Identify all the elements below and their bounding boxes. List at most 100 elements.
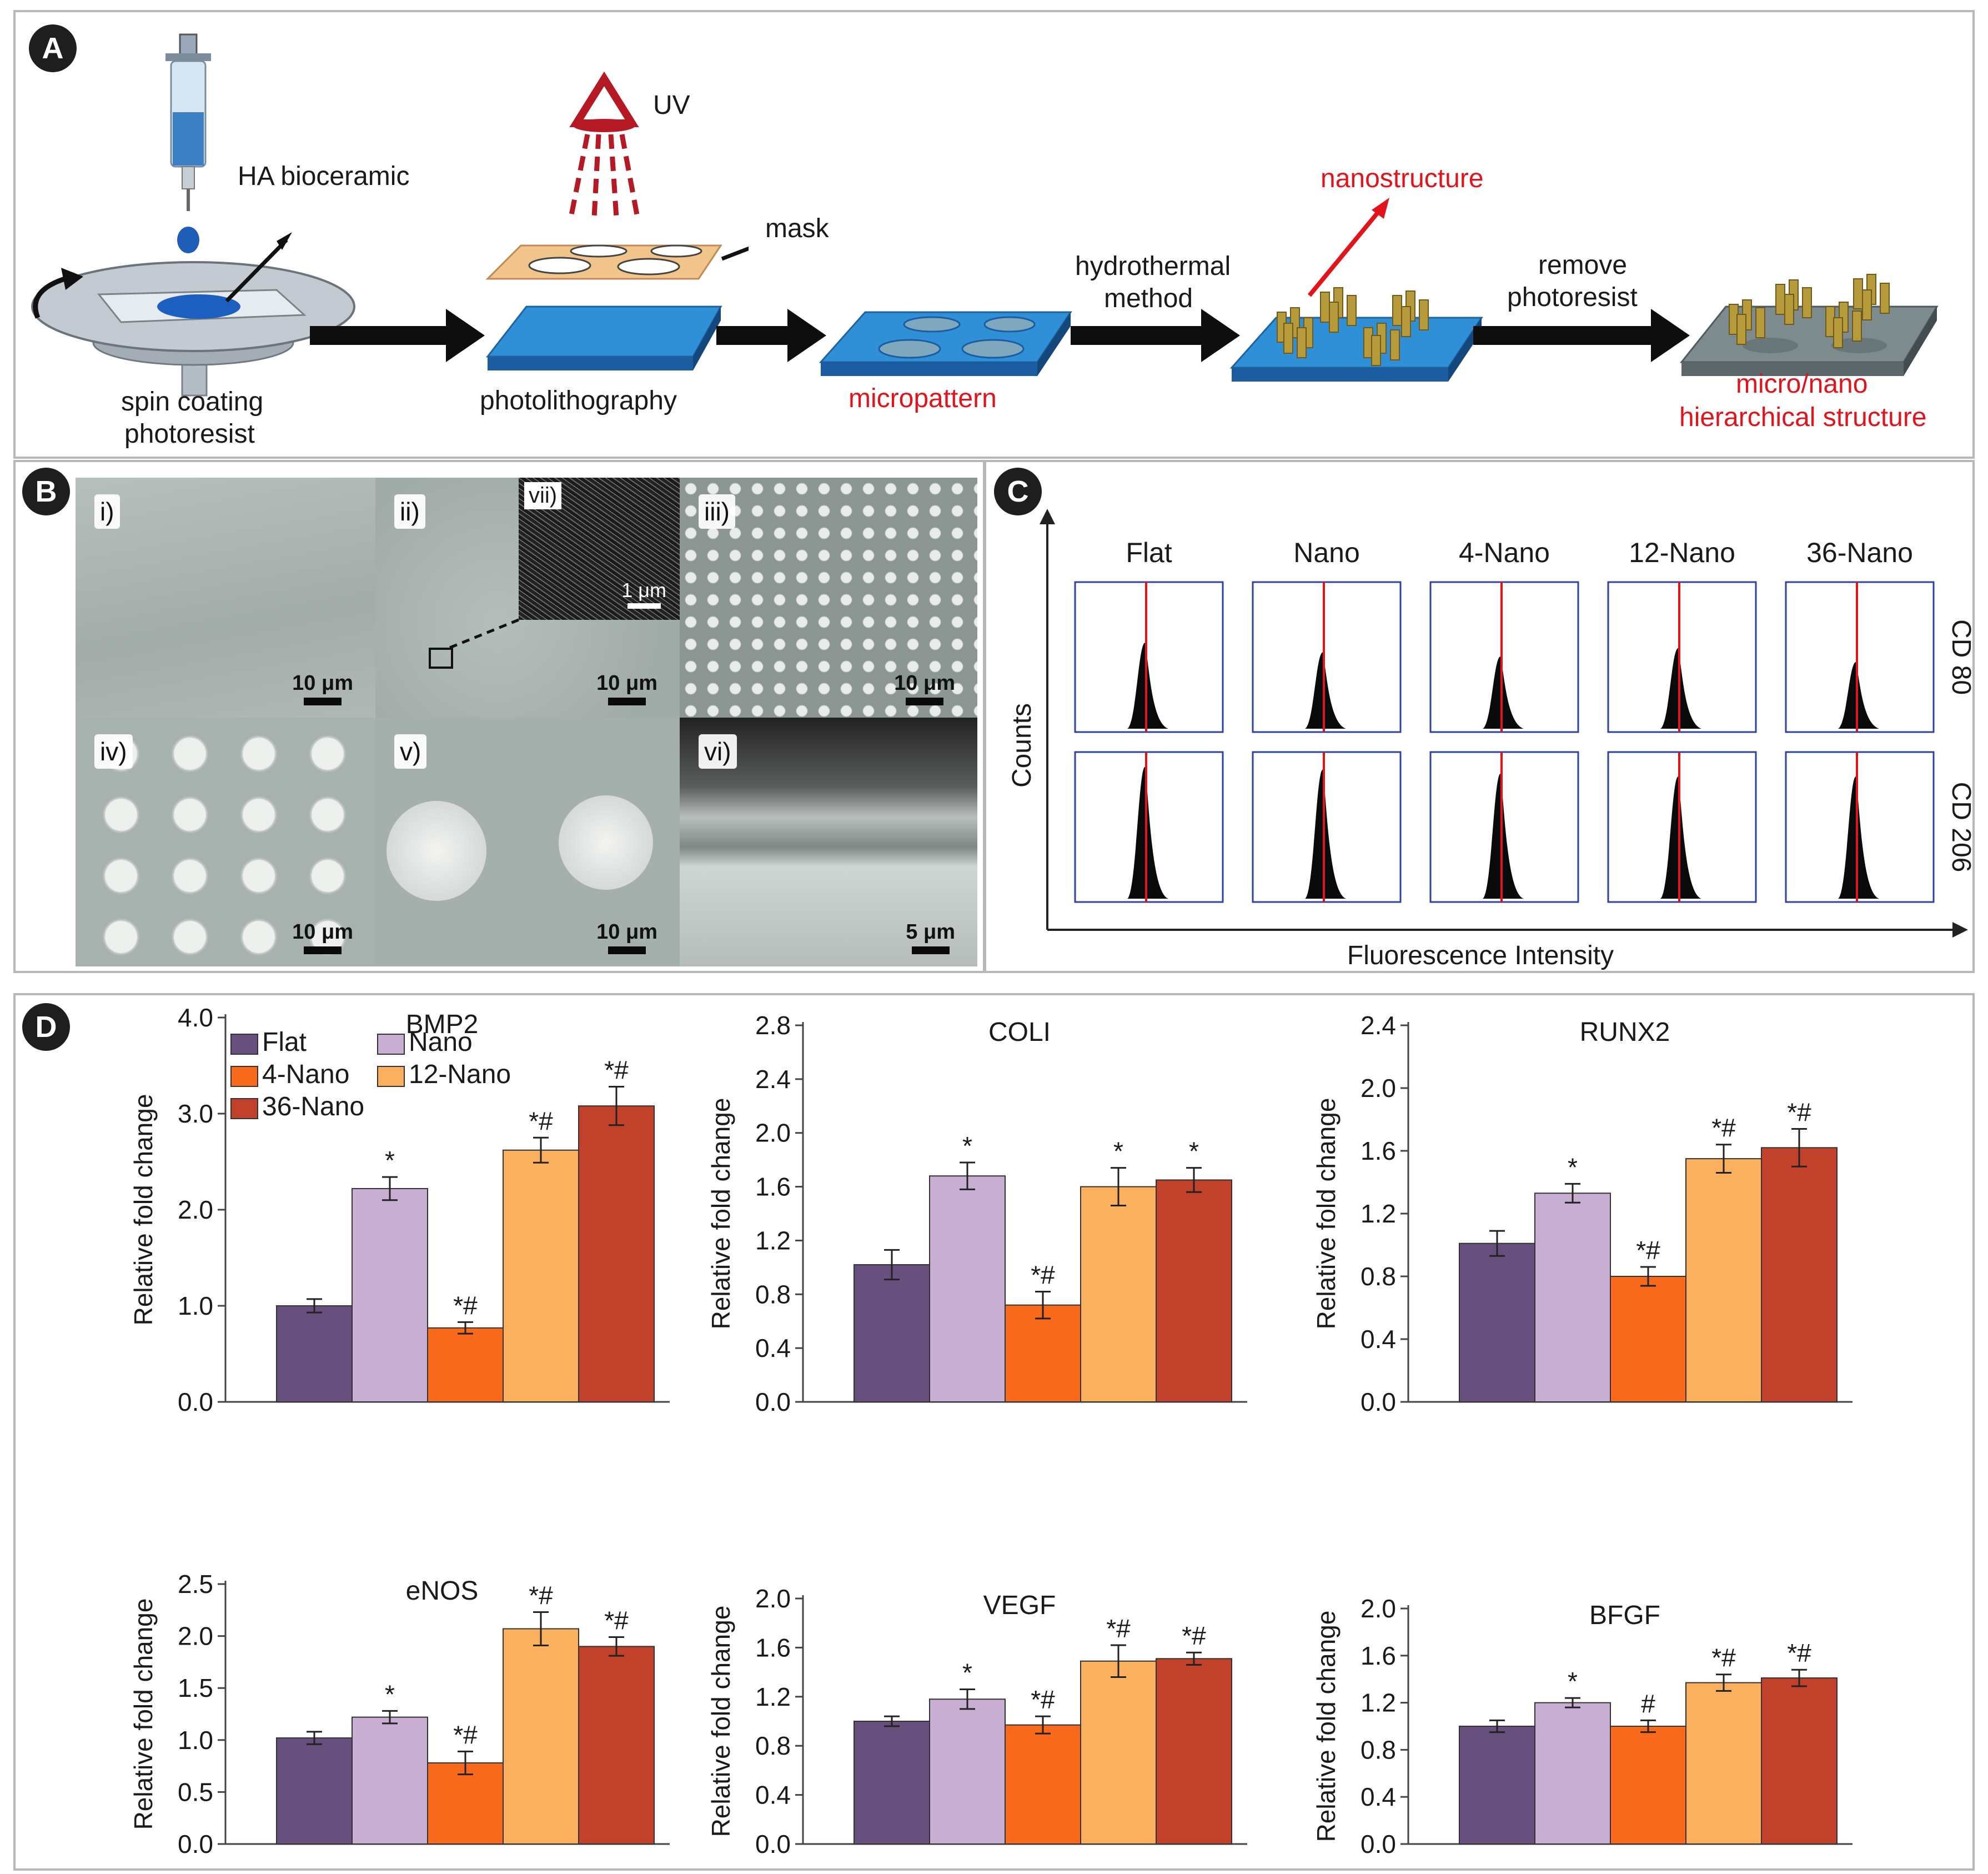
flow-histogram-peak	[1660, 776, 1701, 899]
bar-flat	[276, 1305, 353, 1402]
flow-histogram-peak	[1127, 766, 1168, 899]
sem-tile-ii-scale-text: 10 μm	[596, 672, 657, 695]
flow-xlabel: Fluorescence Intensity	[1347, 941, 1614, 970]
sem-tile-i-scalebar: 10 μm	[292, 672, 353, 705]
significance-label: *	[385, 1680, 395, 1708]
y-axis-label: Relative fold change	[1312, 1098, 1341, 1330]
bar-nano	[1534, 1702, 1611, 1845]
sem-tile-v: v) 10 μm	[375, 718, 680, 966]
sem-disc-left	[386, 801, 486, 901]
significance-label: #	[1641, 1689, 1655, 1718]
spin-coater-illustration	[31, 33, 355, 397]
legend-swatch	[377, 1066, 405, 1087]
photolithography-label: photolithography	[480, 386, 677, 415]
significance-label: *#	[604, 1606, 629, 1635]
bar-nano	[1534, 1192, 1611, 1402]
flow-histogram-peak	[1660, 648, 1701, 729]
significance-label: *#	[1787, 1098, 1811, 1126]
chart-title: VEGF	[983, 1591, 1056, 1620]
bar-flat	[854, 1721, 930, 1845]
chart-title: BMP2	[406, 1010, 479, 1039]
flow-column-label: 12-Nano	[1629, 537, 1735, 568]
y-tick-label: 1.2	[755, 1226, 791, 1255]
sem-tile-i-tag: i)	[94, 494, 120, 529]
sem-tile-iv: iv) 10 μm	[76, 718, 375, 966]
significance-label: *	[385, 1146, 395, 1175]
chart-title: BFGF	[1589, 1601, 1660, 1630]
flow-arrow-3-head	[1201, 309, 1240, 362]
bar-36-nano	[578, 1646, 655, 1845]
bar-chart-vegf: 0.0 0.4 0.8 1.2 1.6 2.0 Relative fold change VE…	[706, 1584, 1247, 1858]
bar-charts-grid: 0.0 1.0 2.0 3.0 4.0 Relative fold change BMP2 *…	[129, 1003, 1853, 1858]
flow-column-label: 36-Nano	[1806, 537, 1913, 568]
y-axis-label: Relative fold change	[1312, 1611, 1341, 1842]
significance-label: *#	[529, 1581, 553, 1610]
flow-histogram-peak	[1838, 776, 1879, 899]
y-tick-label: 2.0	[755, 1119, 791, 1148]
y-tick-label: 1.6	[1361, 1641, 1396, 1670]
flow-row-label: CD 80	[1946, 619, 1975, 695]
y-tick-label: 0.0	[755, 1387, 791, 1416]
nanostructure-label: nanostructure	[1321, 164, 1484, 193]
significance-label: *	[962, 1658, 972, 1687]
legend-label: 4-Nano	[262, 1060, 349, 1089]
y-tick-label: 0.4	[755, 1781, 791, 1810]
sem-inset-vii: vii) 1 μm	[519, 478, 680, 620]
y-axis-label: Relative fold change	[706, 1098, 735, 1330]
legend-label: 12-Nano	[409, 1060, 511, 1089]
sem-tile-v-scale-text: 10 μm	[596, 920, 657, 944]
photolithography-illustration	[485, 71, 749, 370]
flow-row-label: CD 206	[1946, 782, 1975, 873]
bar-4-nano	[427, 1327, 504, 1402]
significance-label: *	[1113, 1137, 1123, 1166]
bar-12-nano	[503, 1149, 579, 1402]
significance-label: *#	[1031, 1685, 1055, 1714]
panel-d: D 0.0 1.0 2.0 3.0 4.0 Relative fold change BMP…	[13, 993, 1975, 1871]
sem-tile-v-scalebar: 10 μm	[596, 920, 657, 954]
bar-nano	[929, 1175, 1006, 1402]
sem-inset-vii-scalebar: 1 μm	[621, 579, 666, 609]
sem-tile-vi-tag: vi)	[699, 734, 737, 769]
sem-tile-vi-scale-text: 5 μm	[906, 920, 955, 944]
y-tick-label: 1.5	[178, 1673, 213, 1702]
bar-flat	[1459, 1726, 1535, 1845]
y-tick-label: 0.4	[1361, 1782, 1396, 1811]
y-tick-label: 0.0	[178, 1830, 213, 1858]
y-tick-label: 1.2	[1361, 1199, 1396, 1228]
y-tick-label: 0.0	[1361, 1387, 1396, 1416]
significance-label: *#	[1031, 1260, 1055, 1289]
legend-label: 36-Nano	[262, 1092, 364, 1121]
panel-b-badge: B	[22, 468, 70, 515]
sem-tile-iii-tag: iii)	[699, 494, 735, 529]
y-tick-label: 0.4	[1361, 1325, 1396, 1354]
significance-label: *#	[1711, 1643, 1736, 1672]
legend-swatch	[230, 1034, 258, 1055]
y-tick-label: 1.2	[1361, 1688, 1396, 1717]
hierarchical-structure-illustration	[1679, 274, 1939, 376]
y-tick-label: 1.6	[755, 1633, 791, 1662]
syringe-icon	[165, 33, 211, 253]
mask-plate	[485, 244, 722, 280]
bar-4-nano	[427, 1762, 504, 1845]
flow-ylabel: Counts	[1007, 703, 1037, 788]
y-tick-label: 2.8	[755, 1011, 791, 1040]
y-tick-label: 0.0	[178, 1387, 213, 1416]
substrate-blue	[485, 305, 722, 370]
significance-label: *	[1189, 1137, 1199, 1166]
bar-12-nano	[1685, 1158, 1762, 1402]
significance-label: *#	[1182, 1621, 1206, 1650]
sem-tile-iii-scalebar: 10 μm	[894, 672, 955, 705]
flow-arrow-3	[1071, 326, 1204, 345]
remove-label: remove	[1538, 250, 1628, 280]
legend-swatch	[230, 1098, 258, 1119]
y-tick-label: 1.2	[755, 1682, 791, 1711]
significance-label: *	[1568, 1153, 1578, 1181]
bar-36-nano	[1761, 1147, 1838, 1402]
bar-4-nano	[1610, 1276, 1686, 1402]
sem-tile-ii: ii) vii) 1 μm 10 μm	[375, 478, 680, 718]
y-tick-label: 0.4	[755, 1334, 791, 1362]
panel-c: C Flat Nano 4-Nano 12-Nano 36-Nano CD 80 CD 20…	[984, 460, 1975, 973]
flow-arrow-1	[310, 326, 449, 345]
micropattern-illustration	[819, 311, 1072, 376]
